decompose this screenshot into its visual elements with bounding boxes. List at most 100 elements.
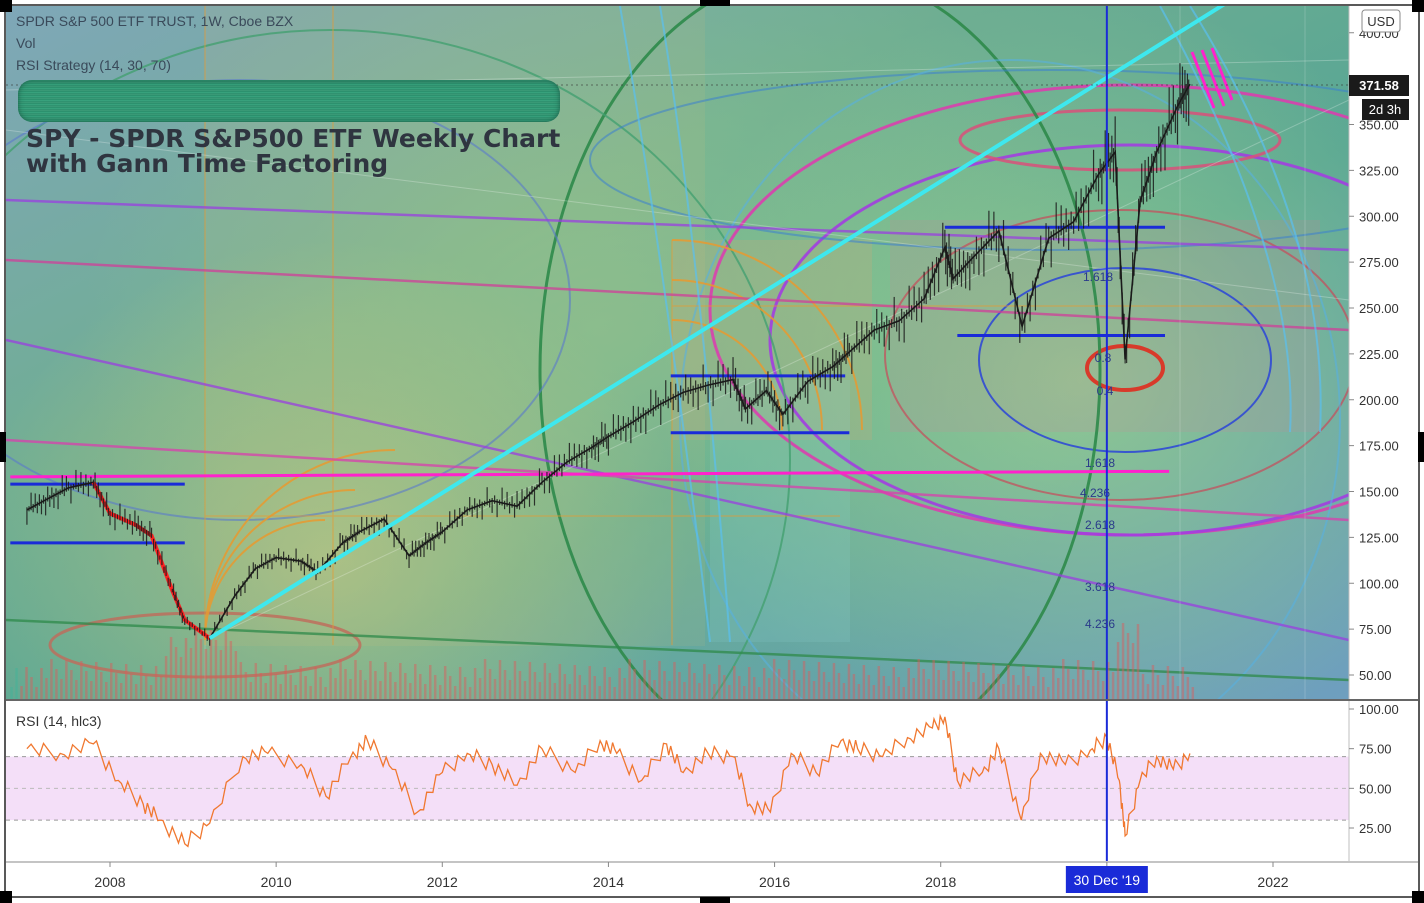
- edge-handle-top[interactable]: [700, 0, 730, 6]
- volume-bar: [738, 676, 741, 699]
- volume-bar: [15, 668, 18, 699]
- volume-bar: [229, 641, 233, 699]
- volume-bar: [822, 672, 826, 699]
- volume-bar: [792, 670, 796, 699]
- volume-bar: [723, 675, 726, 699]
- volume-bar: [857, 684, 861, 699]
- volume-bar: [1126, 633, 1130, 699]
- volume-bar: [70, 670, 73, 699]
- volume-bar: [344, 669, 347, 699]
- volume-bar: [324, 687, 327, 699]
- crosshair-date-tag: [1065, 866, 1148, 893]
- volume-bar: [538, 682, 542, 699]
- price-tick-label: 225.00: [1359, 347, 1399, 362]
- gann-trendline: [208, 6, 1226, 640]
- corner-handle-br[interactable]: [1412, 891, 1424, 903]
- price-tick-label: 100.00: [1359, 576, 1399, 591]
- volume-bar: [269, 664, 272, 699]
- volume-bar: [314, 667, 317, 699]
- volume-bar: [553, 683, 557, 699]
- volume-bar: [90, 681, 93, 699]
- volume-bar: [628, 659, 631, 699]
- volume-bar: [987, 683, 990, 699]
- volume-bar: [364, 680, 367, 699]
- fib-label: 0.8: [1095, 351, 1112, 365]
- currency-badge-label: USD: [1367, 14, 1394, 29]
- volume-bar: [1007, 665, 1010, 699]
- volume-bar: [424, 684, 427, 699]
- volume-bar: [409, 683, 412, 699]
- volume-bar: [289, 675, 292, 699]
- volume-bar: [1037, 667, 1040, 699]
- volume-bar: [159, 676, 163, 699]
- volume-bar: [882, 676, 886, 699]
- corner-handle-tl[interactable]: [0, 0, 12, 12]
- corner-handle-tr[interactable]: [1412, 0, 1424, 12]
- volume-bar: [219, 650, 223, 699]
- volume-bar: [399, 663, 402, 699]
- volume-bar: [1061, 659, 1065, 699]
- rsi-tick-label: 25.00: [1359, 821, 1392, 836]
- volume-bar: [772, 659, 776, 699]
- volume-bar: [254, 663, 258, 699]
- volume-bar: [473, 668, 477, 699]
- volume-bar: [568, 684, 572, 699]
- volume-bar: [369, 661, 372, 699]
- volume-bar: [802, 661, 806, 699]
- volume-bar: [478, 678, 482, 699]
- volume-bar: [488, 669, 492, 699]
- time-tick-label: 2010: [261, 874, 292, 890]
- volume-bar: [603, 667, 606, 699]
- volume-bar: [698, 683, 701, 699]
- edge-handle-bottom[interactable]: [700, 897, 730, 903]
- volume-bar: [244, 672, 248, 699]
- volume-bar: [114, 673, 118, 699]
- volume-bar: [718, 665, 721, 699]
- volume-bar: [110, 663, 113, 699]
- volume-bar: [154, 666, 158, 699]
- fib-label: 3.618: [1085, 580, 1115, 594]
- volume-bar: [284, 665, 287, 699]
- volume-bar: [95, 662, 98, 699]
- volume-bar: [752, 677, 756, 699]
- volume-bar: [952, 671, 955, 699]
- volume-bar: [728, 685, 731, 699]
- volume-bar: [50, 659, 53, 699]
- volume-bar: [817, 662, 821, 699]
- volume-bar: [279, 684, 282, 699]
- volume-bar: [304, 676, 307, 699]
- volume-bar: [1106, 662, 1110, 699]
- volume-bar: [498, 660, 502, 699]
- volume-bar: [65, 660, 68, 699]
- volume-bar: [164, 656, 168, 699]
- volume-bar: [119, 683, 123, 699]
- volume-bar: [379, 681, 382, 699]
- volume-bar: [1022, 666, 1025, 699]
- volume-bar: [588, 666, 591, 699]
- volume-bar: [359, 670, 362, 699]
- volume-bar: [962, 662, 965, 699]
- volume-bar: [25, 667, 28, 699]
- volume-bar: [767, 678, 771, 699]
- currency-badge[interactable]: [1361, 9, 1401, 33]
- volume-bar: [394, 682, 397, 699]
- volume-bar: [867, 675, 871, 699]
- edge-handle-left[interactable]: [0, 432, 6, 462]
- volume-bar: [708, 674, 711, 699]
- volume-bar: [743, 686, 746, 699]
- symbol-line: SPDR S&P 500 ETF TRUST, 1W, Cboe BZX: [16, 13, 294, 29]
- edge-handle-right[interactable]: [1418, 432, 1424, 462]
- volume-bar: [897, 677, 901, 699]
- volume-bar: [493, 679, 497, 699]
- volume-bar: [917, 659, 920, 699]
- price-tick-label: 250.00: [1359, 301, 1399, 316]
- volume-bar: [149, 685, 153, 699]
- volume-bar: [169, 637, 173, 699]
- corner-handle-bl[interactable]: [0, 891, 12, 903]
- volume-bar: [419, 674, 422, 699]
- volume-bar: [239, 662, 243, 699]
- time-tick-label: 2022: [1257, 874, 1288, 890]
- volume-bar: [1131, 643, 1135, 699]
- countdown-label: 2d 3h: [1369, 102, 1402, 117]
